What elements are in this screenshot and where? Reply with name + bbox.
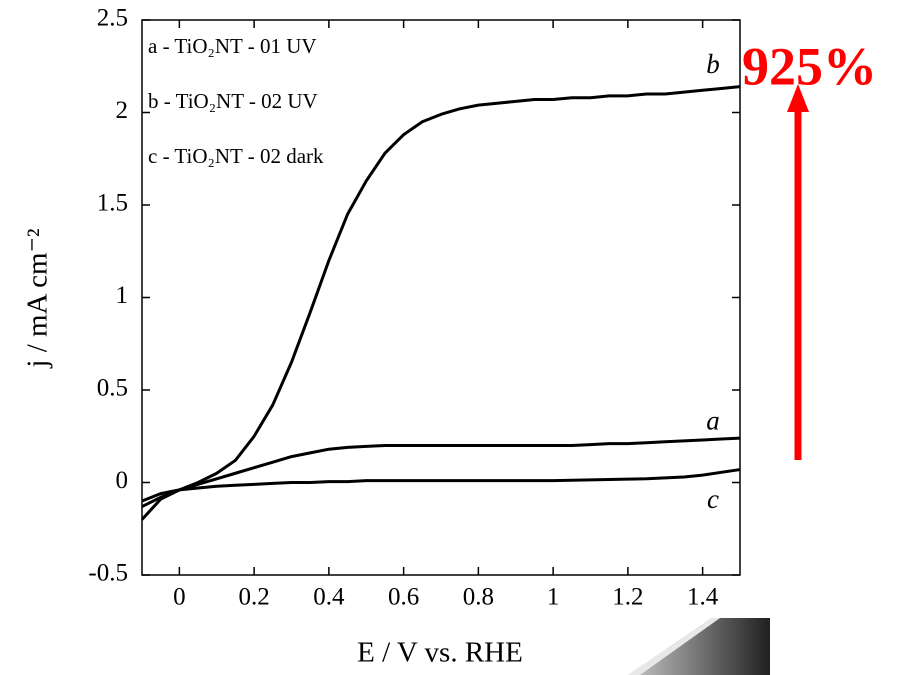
series-line — [141, 436, 741, 508]
x-tick-label: 0 — [173, 584, 186, 611]
y-axis-label: j / mA cm⁻² — [22, 228, 54, 369]
y-tick-label: 0 — [116, 467, 129, 494]
annotation: 925% — [742, 36, 877, 96]
decorative-block — [628, 618, 770, 675]
x-tick-label: 1 — [547, 584, 560, 611]
x-tick-label: 1.2 — [612, 584, 643, 611]
x-tick-label: 0.8 — [463, 584, 494, 611]
series-line — [140, 85, 741, 521]
curve-label: b — [706, 49, 720, 79]
y-tick-label: -0.5 — [88, 560, 128, 587]
curve-label: c — [707, 484, 719, 514]
y-tick-label: 1 — [116, 282, 129, 309]
x-tick-label: 0.2 — [239, 584, 270, 611]
y-tick-label: 2 — [116, 97, 129, 124]
x-tick-label: 0.6 — [388, 584, 419, 611]
x-axis-label: E / V vs. RHE — [357, 637, 523, 669]
legend-entry: c - TiO₂NT - 02 dark — [148, 144, 324, 168]
y-tick-label: 0.5 — [97, 375, 128, 402]
curve-label: a — [706, 405, 720, 435]
arrow — [787, 84, 809, 460]
arrow-head — [787, 84, 809, 112]
y-tick-label: 2.5 — [97, 5, 128, 32]
legend-entry: a - TiO₂NT - 01 UV — [148, 34, 317, 58]
decorative-block-edge — [628, 618, 720, 675]
x-tick-label: 1.4 — [687, 584, 719, 611]
legend-entry: b - TiO₂NT - 02 UV — [148, 89, 318, 113]
series-line — [141, 468, 741, 503]
y-tick-label: 1.5 — [97, 190, 128, 217]
x-tick-label: 0.4 — [313, 584, 345, 611]
